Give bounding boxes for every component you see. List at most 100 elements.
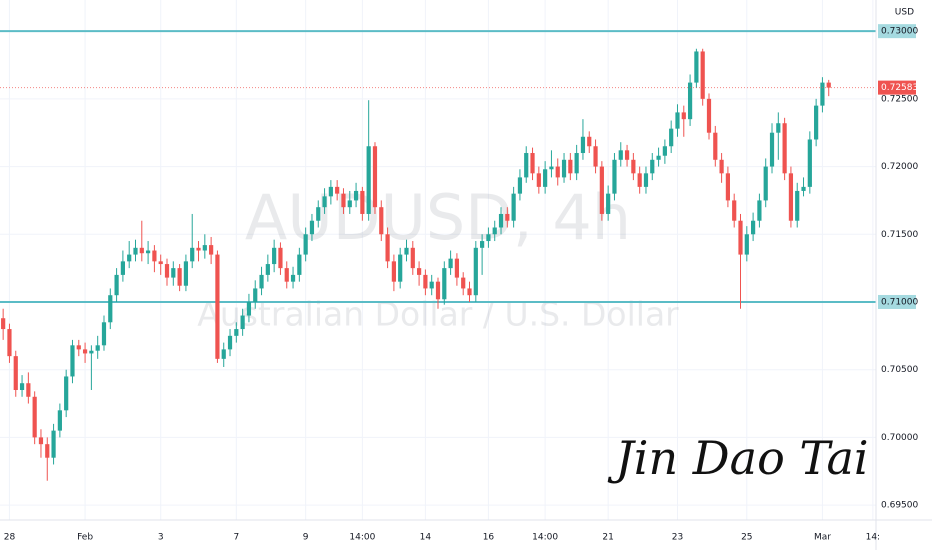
candle-body (801, 186, 806, 191)
candles (0, 48, 876, 481)
candle-body (341, 193, 346, 208)
candle-body (372, 146, 378, 208)
candle-body (127, 254, 132, 262)
candle-body (114, 274, 119, 296)
candle-body (190, 247, 195, 262)
x-tick-label: 14:00 (532, 533, 558, 543)
currency-label: USD (895, 8, 914, 18)
candle-body (391, 261, 396, 282)
candle-body (669, 128, 674, 147)
candle-body (13, 356, 18, 390)
candle-body (530, 153, 535, 174)
candle-body (366, 146, 371, 214)
candle-body (139, 247, 144, 254)
candle-body (316, 207, 321, 221)
candle-body (498, 213, 504, 228)
candle-body (416, 268, 422, 275)
y-tick-label: 0.73000 (881, 27, 918, 37)
candle-body (146, 250, 151, 254)
y-tick-label: 0.72500 (881, 94, 918, 104)
candle-body (70, 345, 75, 377)
candle-body (240, 315, 245, 330)
candle-body (568, 159, 573, 174)
candle-body (700, 51, 705, 99)
candle-body (171, 268, 176, 278)
candle-body (719, 159, 724, 174)
candle-body (555, 166, 560, 178)
x-tick-label: 14:00 (349, 533, 375, 543)
candle-body (51, 430, 56, 458)
candle-body (732, 200, 737, 221)
candle-body (246, 301, 252, 316)
candle-body (38, 437, 44, 445)
candle-body (580, 136, 586, 154)
candle-body (202, 245, 207, 251)
candle-body (196, 247, 201, 251)
candle-body (95, 345, 100, 351)
candle-body (177, 268, 182, 286)
y-tick-label: 0.72000 (881, 162, 918, 172)
candle-body (435, 281, 441, 300)
candle-body (694, 51, 699, 83)
candle-body (587, 136, 592, 147)
candle-body (612, 159, 617, 194)
y-tick-label: 0.71500 (881, 230, 918, 240)
level-label-box (878, 24, 916, 39)
candle-body (133, 247, 138, 255)
y-tick-label: 0.70500 (881, 365, 918, 375)
candle-body (606, 193, 611, 214)
candle-body (561, 159, 567, 178)
candle-body (379, 207, 384, 235)
candle-body (19, 383, 25, 390)
candle-body (492, 227, 497, 235)
candle-body (385, 234, 390, 262)
candle-body (524, 153, 529, 178)
candle-body (593, 146, 598, 167)
candle-body (335, 186, 340, 194)
candle-body (480, 241, 485, 248)
candle-body (45, 444, 50, 458)
candle-body (713, 132, 718, 160)
candle-body (744, 234, 749, 255)
candle-body (643, 173, 649, 187)
candle-body (7, 329, 12, 357)
x-tick-label: 14 (420, 533, 432, 543)
candle-body (706, 98, 712, 133)
candle-body (826, 82, 831, 88)
candle-body (763, 166, 768, 201)
candle-body (328, 186, 333, 197)
candle-body (637, 173, 642, 187)
candle-body (297, 254, 302, 275)
signature: Jin Dao Tai (607, 431, 868, 485)
candle-body (101, 322, 107, 346)
candle-body (398, 254, 403, 282)
x-tick-label: Mar (814, 533, 831, 543)
candle-body (807, 139, 812, 187)
candle-body (404, 247, 409, 255)
candle-body (788, 173, 794, 221)
candle-body (536, 173, 541, 187)
candle-body (624, 150, 630, 160)
candle-body (164, 264, 170, 278)
candle-body (234, 329, 239, 336)
x-tick-label: 9 (303, 533, 309, 543)
candle-body (158, 261, 163, 265)
candle-body (574, 153, 579, 174)
candle-body (1, 318, 6, 330)
x-tick-label: Feb (77, 533, 93, 543)
candle-body (265, 264, 270, 275)
candle-body (272, 247, 277, 265)
candle-body (618, 150, 623, 160)
candle-body (290, 274, 296, 282)
candle-body (505, 213, 510, 221)
candle-body (26, 383, 31, 397)
candle-body (467, 288, 472, 296)
candle-body (423, 274, 428, 289)
candle-body (656, 155, 661, 160)
candle-body (738, 220, 743, 255)
candle-body (429, 281, 434, 289)
candle-body (675, 112, 680, 129)
candle-body (543, 169, 548, 187)
x-tick-label: 14: (866, 533, 880, 543)
